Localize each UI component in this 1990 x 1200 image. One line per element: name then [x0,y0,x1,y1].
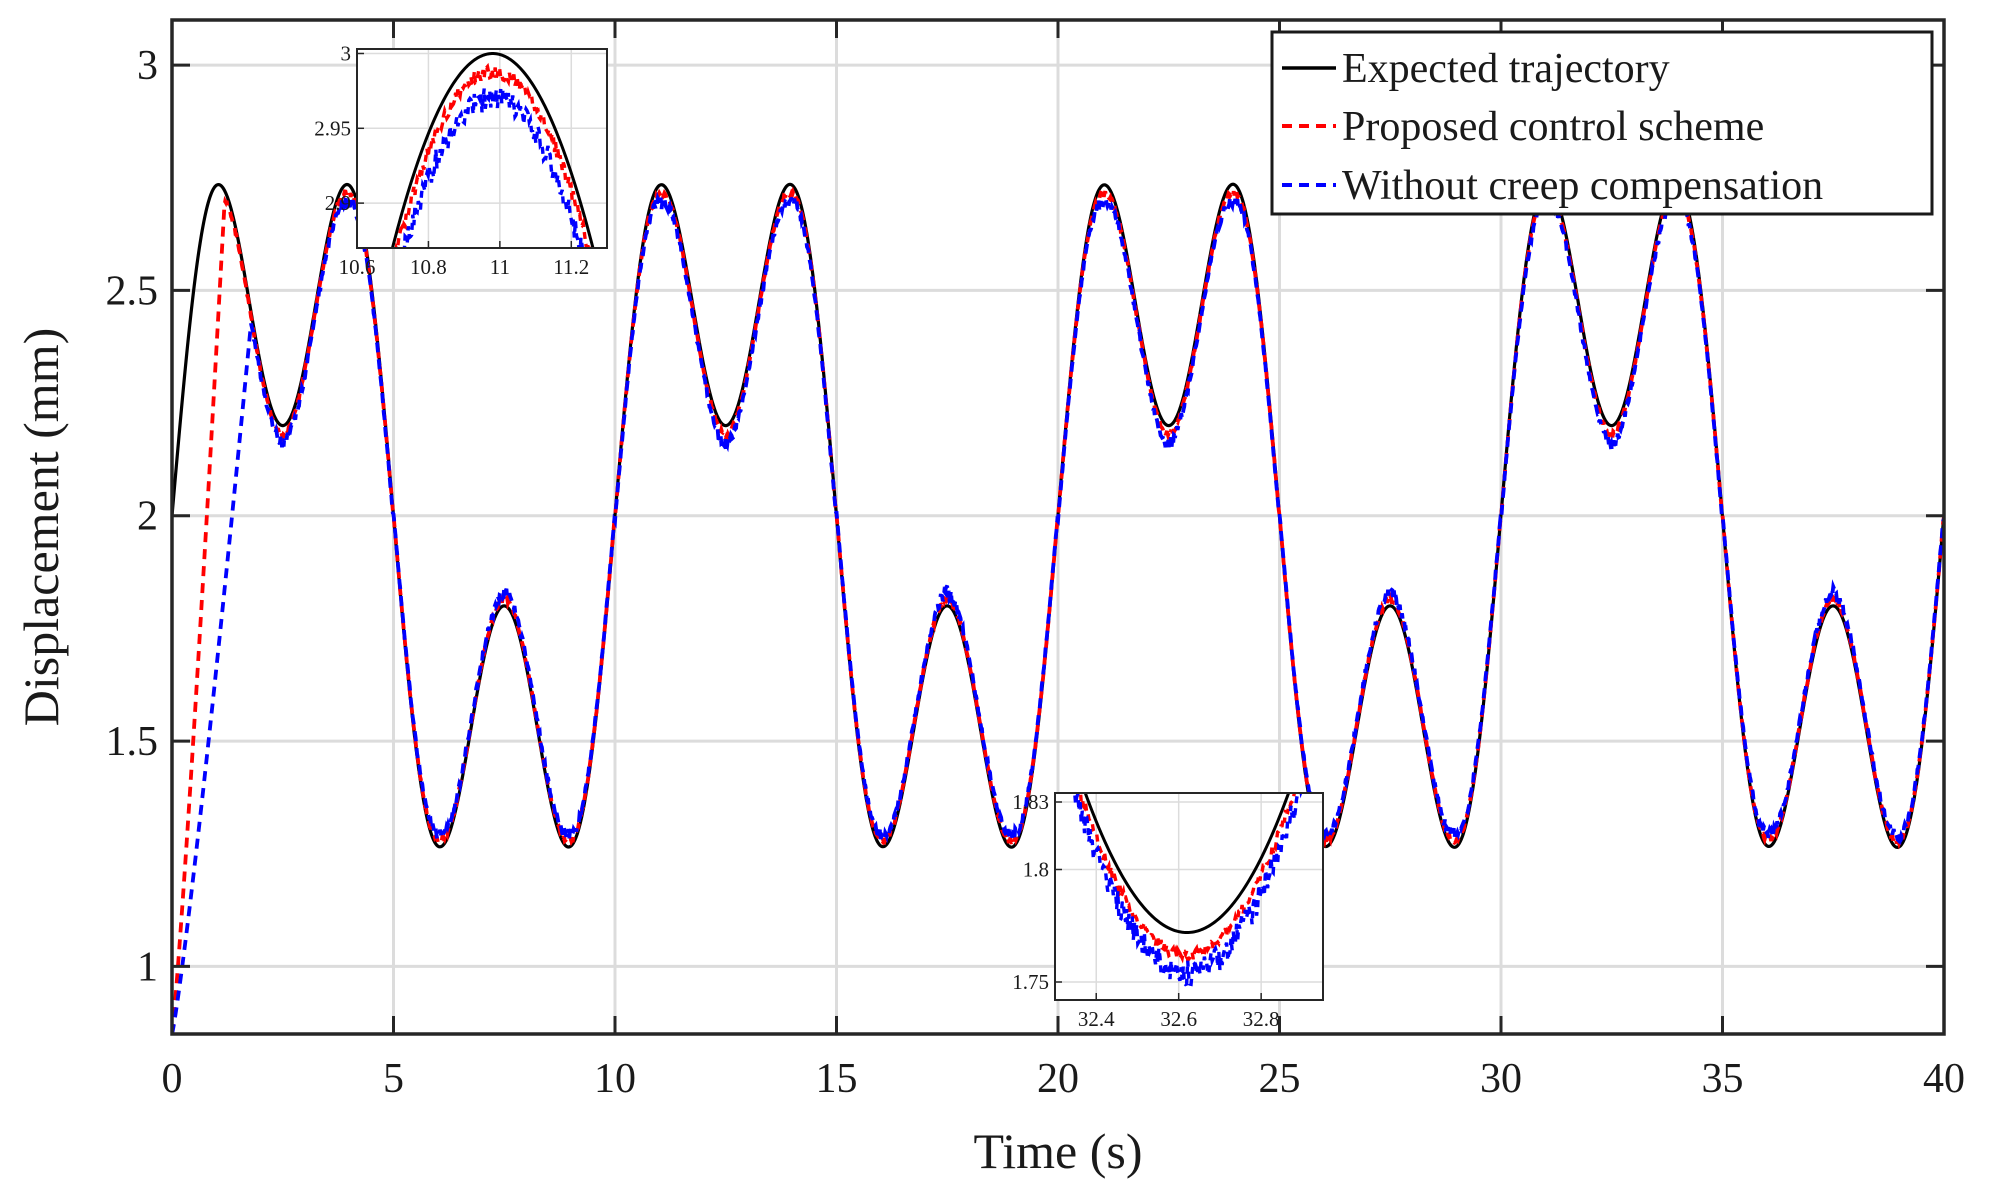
inset-peak-y-tick-label: 3 [341,41,352,65]
x-tick-label: 0 [162,1056,183,1102]
inset-valley-y-tick-label: 1.8 [1023,858,1049,882]
inset-peak-x-tick-label: 11 [490,255,510,279]
legend-box [1270,30,1934,216]
inset-valley-without-creep-line [1072,793,1303,987]
x-tick-label: 30 [1480,1056,1522,1102]
inset-valley-box [1054,792,1324,1001]
series-without-creep-line [172,191,1944,1034]
inset-peak-background [357,49,607,248]
inset-valley-grid [1055,793,1323,1000]
x-axis-ticks: 0 5 10 15 20 25 30 35 40 [162,20,1965,1102]
inset-valley-x-tick-label: 32.4 [1078,1007,1115,1031]
inset-peak-without-creep-line [402,88,585,248]
y-tick-label: 3 [137,43,158,89]
inset-valley-expected-line [1083,793,1291,935]
x-tick-label: 35 [1702,1056,1744,1102]
x-tick-label: 10 [594,1056,636,1102]
x-tick-label: 15 [816,1056,858,1102]
legend-label-without-creep: Without creep compensation [1342,163,1823,209]
main-plot-area [172,182,1944,1034]
inset-peak-expected-line [390,52,595,248]
x-tick-label: 25 [1259,1056,1301,1102]
inset-peak-zoom: 10.6 10.8 11 11.2 2.9 2.95 3 [314,41,608,279]
y-tick-label: 1.5 [106,719,159,765]
inset-valley-x-tick-label: 32.8 [1243,1007,1280,1031]
inset-peak-x-tick-label: 11.2 [553,255,589,279]
y-axis-ticks: 1 1.5 2 2.5 3 [106,43,1944,990]
y-tick-label: 2 [137,494,158,540]
y-tick-label: 2.5 [106,268,159,314]
x-axis-label: Time (s) [973,1123,1142,1179]
inset-valley-y-tick-label: 1.75 [1012,970,1049,994]
inset-peak-y-tick-label: 2.95 [314,116,351,140]
x-tick-label: 20 [1037,1056,1079,1102]
legend-label-expected: Expected trajectory [1342,46,1670,92]
inset-valley-y-tick-label: 1.83 [1012,790,1049,814]
legend-label-proposed: Proposed control scheme [1342,104,1764,150]
inset-valley-zoom: 32.4 32.6 32.8 1.75 1.8 1.83 [1012,790,1324,1031]
inset-valley-ticks: 32.4 32.6 32.8 1.75 1.8 1.83 [1012,790,1279,1031]
legend: Expected trajectory Proposed control sch… [1270,30,1934,216]
inset-valley-proposed-line [1078,793,1297,964]
x-tick-label: 40 [1923,1056,1965,1102]
inset-peak-box [356,48,608,249]
y-axis-label: Displacement (mm) [13,328,69,727]
x-tick-label: 5 [383,1056,404,1102]
inset-peak-x-tick-label: 10.8 [410,255,447,279]
y-tick-label: 1 [137,944,158,990]
inset-valley-x-tick-label: 32.6 [1160,1007,1197,1031]
inset-peak-x-tick-label: 10.6 [339,255,376,279]
inset-peak-y-tick-label: 2.9 [325,191,351,215]
inset-peak-ticks: 10.6 10.8 11 11.2 2.9 2.95 3 [314,41,589,279]
